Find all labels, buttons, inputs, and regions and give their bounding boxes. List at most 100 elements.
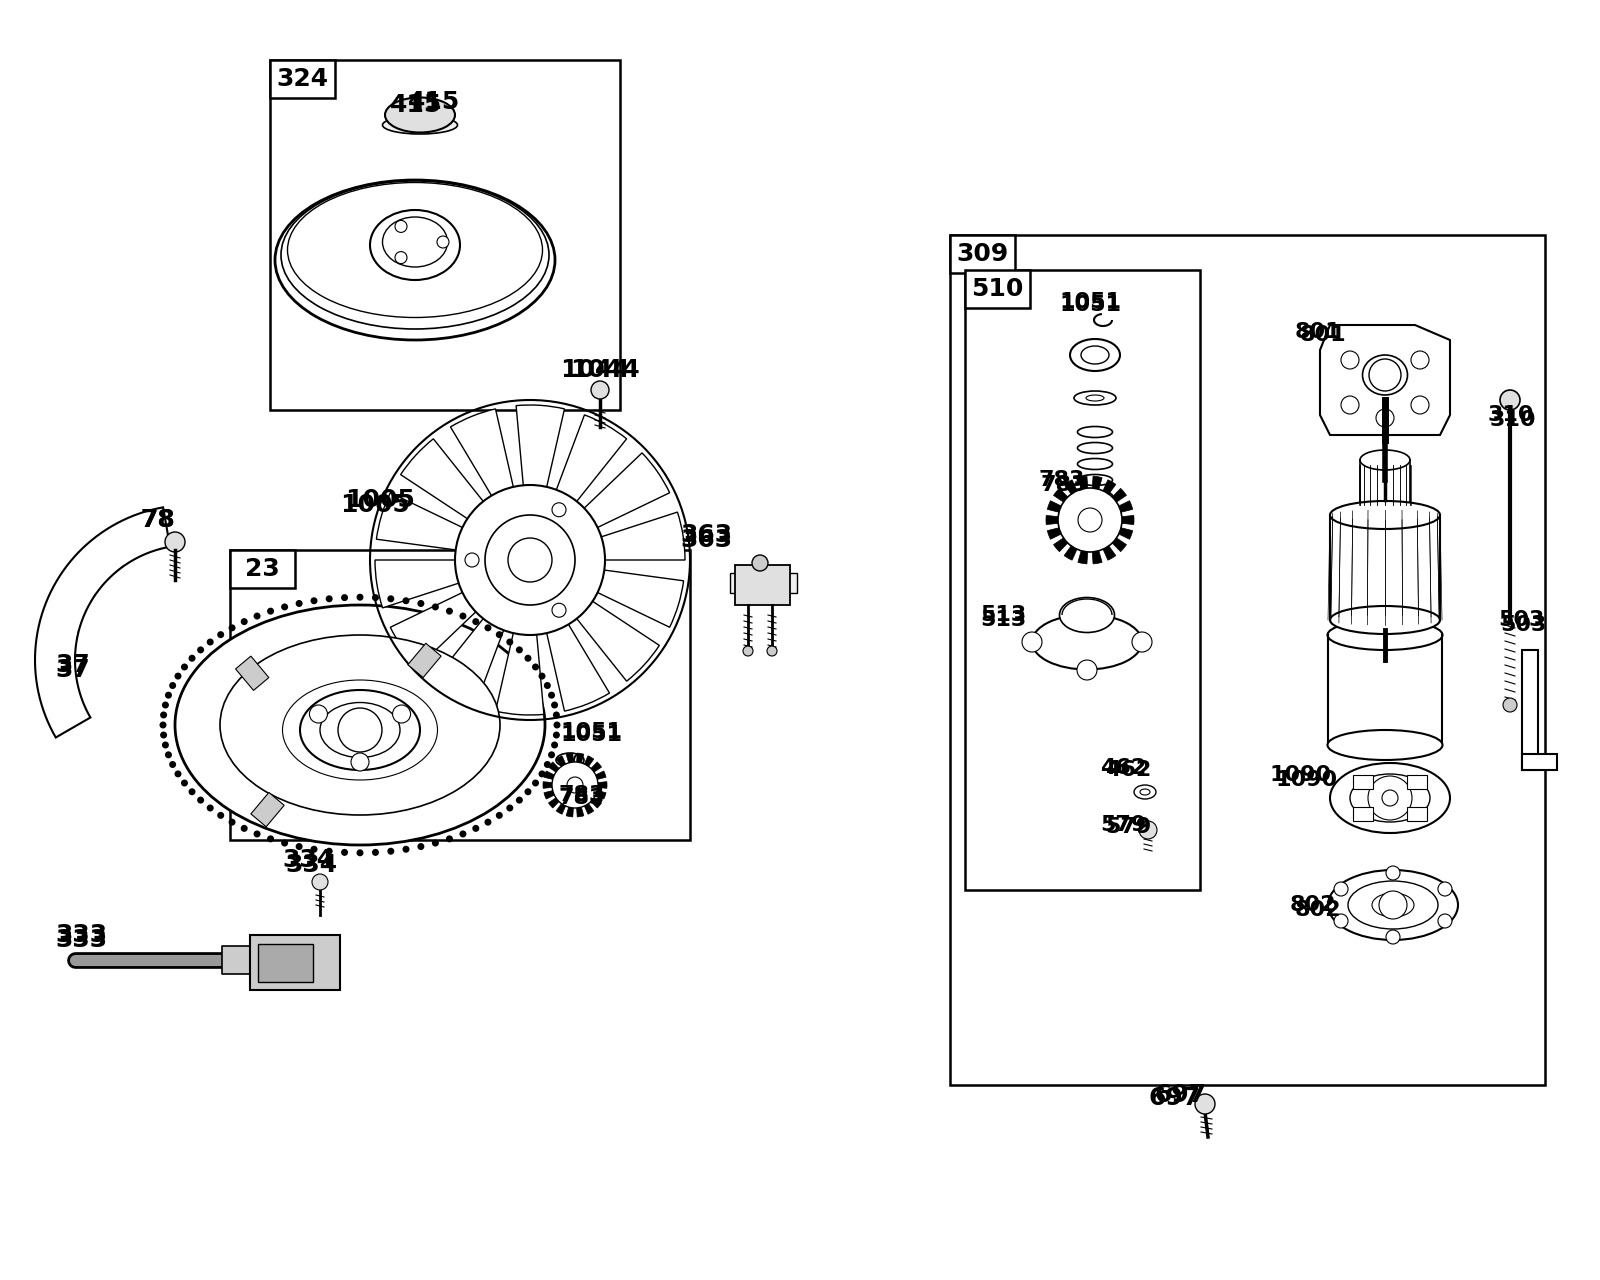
Bar [734, 564, 790, 605]
Text: 78: 78 [141, 508, 174, 532]
Circle shape [1382, 790, 1398, 806]
Text: 78: 78 [141, 508, 174, 532]
Ellipse shape [288, 183, 542, 317]
Wedge shape [1090, 500, 1133, 520]
Bar [408, 644, 442, 677]
Ellipse shape [1330, 605, 1440, 634]
Wedge shape [574, 755, 594, 785]
Circle shape [403, 846, 410, 852]
Circle shape [282, 840, 288, 846]
Circle shape [544, 682, 550, 689]
Text: 1044: 1044 [570, 358, 640, 381]
Circle shape [189, 788, 195, 795]
Ellipse shape [382, 116, 458, 134]
Circle shape [371, 594, 379, 602]
Circle shape [1386, 867, 1400, 881]
Circle shape [165, 751, 171, 758]
Text: 783: 783 [558, 788, 605, 808]
Circle shape [1133, 632, 1152, 652]
Circle shape [454, 485, 605, 635]
Text: 333: 333 [54, 923, 107, 947]
Text: 697: 697 [1149, 1085, 1200, 1110]
Wedge shape [574, 771, 606, 785]
Bar [235, 657, 269, 690]
Circle shape [1502, 698, 1517, 712]
Circle shape [309, 705, 328, 723]
Text: 503: 503 [1501, 614, 1546, 635]
Circle shape [218, 812, 224, 819]
Circle shape [509, 538, 552, 582]
Circle shape [1411, 351, 1429, 369]
Circle shape [160, 732, 166, 739]
Ellipse shape [1139, 788, 1150, 795]
Circle shape [533, 663, 539, 671]
Text: 1044: 1044 [560, 358, 630, 381]
Circle shape [418, 600, 424, 607]
Circle shape [1077, 660, 1098, 680]
Text: 802: 802 [1294, 900, 1341, 920]
Text: 415: 415 [408, 90, 461, 114]
Circle shape [506, 639, 514, 645]
Wedge shape [566, 753, 574, 785]
Circle shape [206, 639, 214, 645]
Bar [1354, 774, 1373, 788]
Circle shape [533, 780, 539, 786]
Circle shape [1438, 882, 1451, 896]
Bar [1522, 650, 1538, 771]
Wedge shape [542, 782, 574, 788]
Text: 333: 333 [54, 928, 107, 952]
Wedge shape [584, 568, 683, 627]
Ellipse shape [1077, 458, 1112, 470]
Circle shape [459, 831, 467, 837]
Wedge shape [557, 785, 574, 814]
Circle shape [1438, 914, 1451, 928]
Circle shape [387, 595, 394, 603]
Wedge shape [1064, 480, 1090, 520]
Bar [730, 573, 742, 593]
Circle shape [310, 846, 317, 852]
Text: 1051: 1051 [560, 722, 622, 742]
Ellipse shape [1070, 339, 1120, 371]
Wedge shape [390, 586, 486, 667]
Text: 1005: 1005 [341, 493, 410, 517]
Text: 309: 309 [957, 242, 1008, 266]
Text: 462: 462 [1101, 758, 1146, 778]
Text: 783: 783 [1038, 470, 1085, 490]
Wedge shape [517, 404, 565, 502]
Ellipse shape [1059, 598, 1115, 632]
Circle shape [1078, 508, 1102, 532]
Circle shape [312, 874, 328, 890]
Ellipse shape [1086, 396, 1104, 401]
Circle shape [552, 603, 566, 617]
Wedge shape [1064, 520, 1090, 561]
Circle shape [229, 625, 235, 631]
Ellipse shape [1360, 451, 1410, 470]
Circle shape [554, 712, 560, 718]
Ellipse shape [1077, 443, 1112, 453]
Wedge shape [451, 408, 517, 508]
Bar [1406, 808, 1427, 822]
Wedge shape [568, 593, 659, 681]
Circle shape [1341, 351, 1358, 369]
Circle shape [162, 741, 170, 749]
Circle shape [515, 646, 523, 653]
Wedge shape [574, 762, 602, 785]
Polygon shape [35, 507, 170, 737]
Circle shape [432, 840, 438, 846]
Circle shape [554, 732, 560, 739]
Wedge shape [1090, 520, 1115, 561]
Circle shape [310, 598, 317, 604]
Circle shape [1379, 891, 1406, 919]
Text: 310: 310 [1488, 404, 1534, 425]
Wedge shape [549, 762, 574, 785]
Ellipse shape [1077, 490, 1112, 502]
Ellipse shape [1077, 426, 1112, 438]
Text: 783: 783 [1040, 475, 1086, 495]
Ellipse shape [1074, 390, 1117, 404]
Circle shape [296, 600, 302, 607]
Circle shape [1334, 914, 1349, 928]
Wedge shape [1090, 520, 1133, 539]
Circle shape [742, 646, 754, 657]
Text: 324: 324 [277, 67, 328, 91]
Wedge shape [574, 782, 606, 788]
